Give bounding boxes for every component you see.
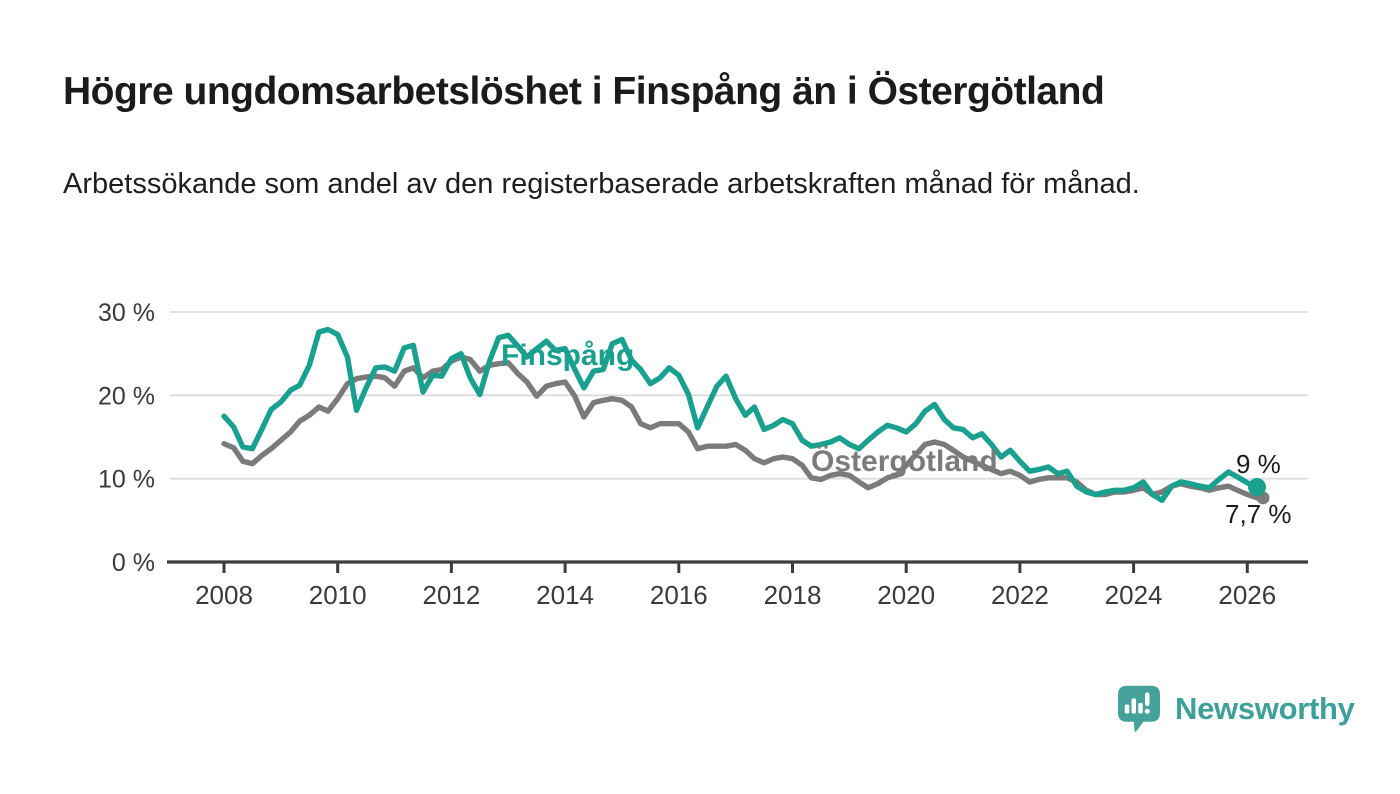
series-line-ostergotland [221, 354, 1260, 501]
brand-name: Newsworthy [1175, 691, 1355, 726]
x-axis-tick-label: 2008 [195, 580, 253, 610]
y-axis-tick-label: 0 % [112, 549, 155, 577]
series-line-finspang [221, 326, 1260, 503]
end-value-label-finspang: 9 % [1236, 449, 1281, 479]
x-axis-tick-label: 2022 [991, 580, 1049, 610]
newsworthy-logo-icon [1118, 685, 1160, 732]
x-axis-tick-label: 2010 [309, 580, 367, 610]
y-axis-tick-label: 20 % [98, 382, 155, 410]
series-label-ostergotland: Östergötland [811, 445, 998, 478]
x-axis-tick-label: 2020 [877, 580, 935, 610]
y-axis-tick-label: 30 % [98, 299, 155, 327]
y-axis-tick-label: 10 % [98, 466, 155, 494]
page-title: Högre ungdomsarbetslöshet i Finspång än … [63, 70, 1105, 113]
end-value-label-ostergotland: 7,7 % [1225, 499, 1292, 529]
x-axis-tick-label: 2012 [422, 580, 480, 610]
x-axis-tick-label: 2016 [650, 580, 708, 610]
x-axis-tick-label: 2024 [1105, 580, 1163, 610]
x-axis-tick-label: 2026 [1218, 580, 1276, 610]
x-axis-tick-label: 2014 [536, 580, 594, 610]
series-label-finspang: Finspång [501, 339, 635, 372]
chart-subtitle: Arbetssökande som andel av den registerb… [63, 168, 1140, 200]
x-axis-tick-label: 2018 [764, 580, 822, 610]
brand-footer: Newsworthy [1115, 684, 1355, 734]
series-end-dot-finspang [1247, 478, 1266, 497]
